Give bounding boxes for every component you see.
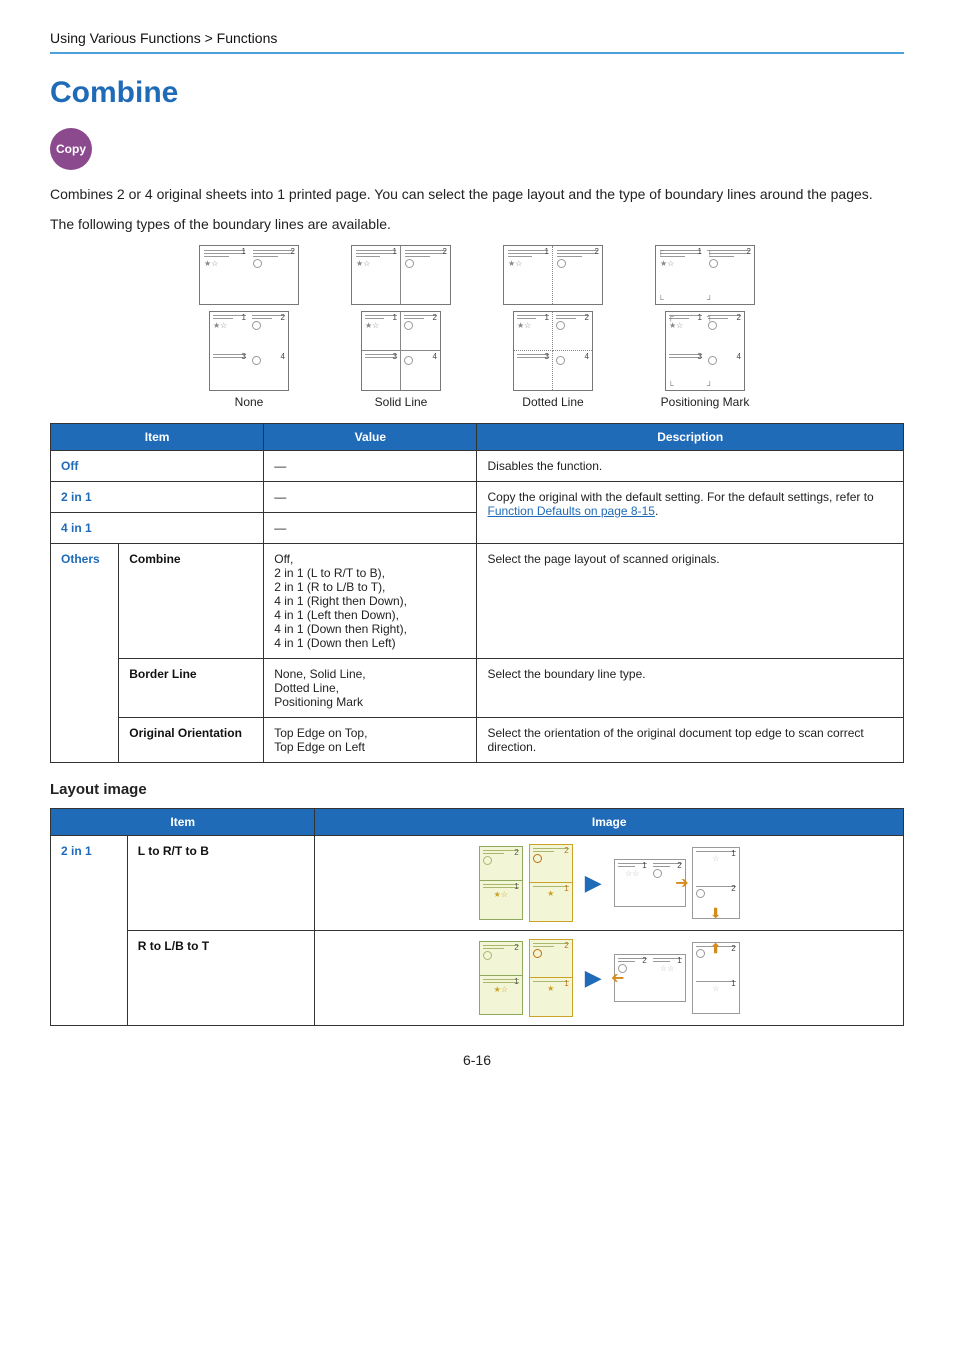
shared-prefix: Copy the original with the default setti… [487, 490, 873, 504]
copy-badge: Copy [50, 128, 92, 170]
th2-image: Image [315, 808, 904, 835]
row-combine-value: Off, 2 in 1 (L to R/T to B), 2 in 1 (R t… [264, 543, 477, 658]
caption-dotted: Dotted Line [503, 395, 603, 409]
row-off-value: — [264, 450, 477, 481]
row-4in1-value: — [264, 512, 477, 543]
row-off-desc: Disables the function. [477, 450, 904, 481]
layout-image-title: Layout image [50, 781, 904, 798]
row-border-desc: Select the boundary line type. [477, 658, 904, 717]
intro-2: The following types of the boundary line… [50, 214, 904, 234]
row-orient-item: Original Orientation [119, 717, 264, 762]
boundary-solid: 1★☆ 2 1★☆ 2 3 4 [351, 245, 451, 391]
settings-table: Item Value Description Off — Disables th… [50, 423, 904, 763]
row-rtol-label: R to L/B to T [127, 930, 315, 1025]
shared-suffix: . [655, 504, 658, 518]
layout-image-table: Item Image 2 in 1 L to R/T to B 2 1★☆ 2 [50, 808, 904, 1026]
caption-solid: Solid Line [351, 395, 451, 409]
caption-none: None [199, 395, 299, 409]
breadcrumb: Using Various Functions > Functions [50, 30, 904, 46]
arrow-icon: ▶ [585, 965, 602, 991]
intro-1: Combines 2 or 4 original sheets into 1 p… [50, 184, 904, 204]
boundary-caption-row: None Solid Line Dotted Line Positioning … [50, 395, 904, 409]
row-2in1-label: 2 in 1 [51, 835, 128, 1025]
function-defaults-link[interactable]: Function Defaults on page 8-15 [487, 504, 654, 518]
row-4in1-item: 4 in 1 [51, 512, 264, 543]
row-border-item: Border Line [119, 658, 264, 717]
row-border-value: None, Solid Line, Dotted Line, Positioni… [264, 658, 477, 717]
th2-item: Item [51, 808, 315, 835]
page-number: 6-16 [50, 1052, 904, 1068]
caption-posmark: Positioning Mark [655, 395, 755, 409]
th-value: Value [264, 423, 477, 450]
row-combine-desc: Select the page layout of scanned origin… [477, 543, 904, 658]
row-rtol-image: 2 1★☆ 2 1★ ▶ 2 1☆☆ ➔ [315, 930, 904, 1025]
row-ltor-label: L to R/T to B [127, 835, 315, 930]
row-2in1-item: 2 in 1 [51, 481, 264, 512]
boundary-preview-row: 1★☆ 2 1★☆ 2 3 4 1★☆ 2 1★☆ 2 3 4 [50, 245, 904, 391]
row-orient-value: Top Edge on Top, Top Edge on Left [264, 717, 477, 762]
row-orient-desc: Select the orientation of the original d… [477, 717, 904, 762]
row-others-label: Others [51, 543, 119, 762]
page-title: Combine [50, 76, 904, 110]
row-2in1-value: — [264, 481, 477, 512]
boundary-dotted: 1★☆ 2 1★☆ 2 3 4 [503, 245, 603, 391]
th-item: Item [51, 423, 264, 450]
arrow-icon: ▶ [585, 870, 602, 896]
boundary-none: 1★☆ 2 1★☆ 2 3 4 [199, 245, 299, 391]
divider [50, 52, 904, 54]
th-desc: Description [477, 423, 904, 450]
row-off-item: Off [51, 450, 264, 481]
row-ltor-image: 2 1★☆ 2 1★ ▶ 1☆☆ 2 ➔ [315, 835, 904, 930]
row-shared-desc: Copy the original with the default setti… [477, 481, 904, 543]
boundary-position-mark: 1┌└★☆ 2┐┘ 1┌★☆ 2┐ 3└ 4┘ [655, 245, 755, 391]
row-combine-item: Combine [119, 543, 264, 658]
